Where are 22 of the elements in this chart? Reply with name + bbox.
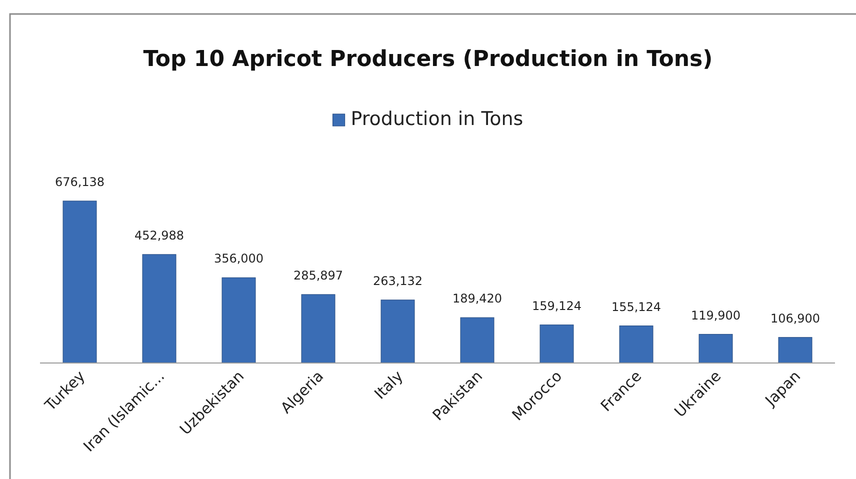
bar — [62, 200, 97, 364]
bar — [142, 254, 176, 364]
data-label: 106,900 — [770, 311, 820, 326]
data-label: 263,132 — [372, 274, 423, 288]
bar — [380, 300, 415, 364]
bar — [698, 334, 733, 364]
data-label: 189,420 — [452, 292, 502, 306]
data-label: 119,900 — [690, 308, 741, 322]
bar — [460, 317, 494, 364]
data-label: 676,138 — [54, 175, 105, 189]
bar — [619, 326, 654, 364]
data-label: 285,897 — [293, 268, 344, 282]
data-label: 159,124 — [532, 298, 582, 313]
bar — [222, 277, 256, 364]
bar — [778, 337, 812, 364]
bar — [540, 324, 574, 364]
bar — [301, 294, 336, 364]
data-label: 452,988 — [134, 228, 184, 242]
legend-label: Production in Tons — [350, 108, 524, 130]
data-label: 356,000 — [214, 252, 264, 266]
data-label: 155,124 — [611, 300, 662, 314]
chart-title: Top 10 Apricot Producers (Production in Tons) — [143, 47, 713, 72]
